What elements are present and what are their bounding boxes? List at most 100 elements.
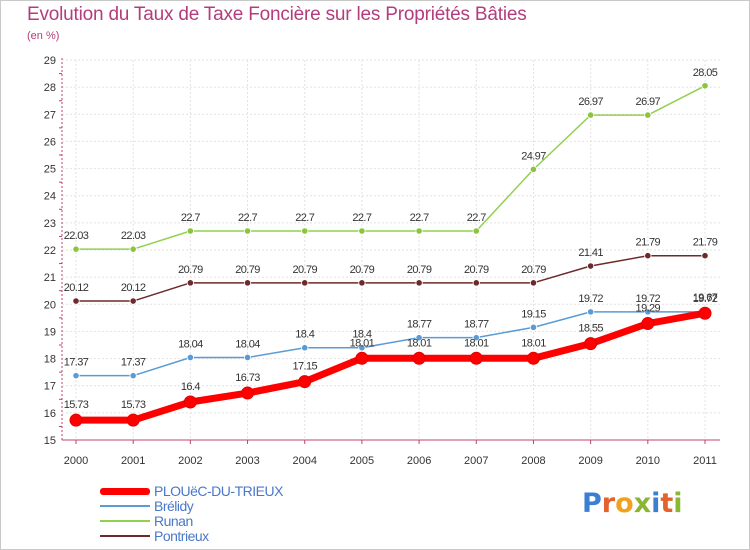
series-point-runan [644, 111, 652, 119]
data-label-pontrieux: 20.12 [64, 282, 89, 294]
data-label-brlidy: 18.77 [407, 319, 432, 331]
data-label-ploucdutrieux: 15.73 [64, 399, 89, 411]
series-line-brlidy [75, 311, 706, 377]
data-label-pontrieux: 20.79 [350, 264, 375, 276]
data-label-runan: 22.7 [467, 212, 486, 224]
series-point-brlidy [587, 308, 595, 316]
y-tick-label: 15 [44, 435, 56, 447]
series-point-ploucdutrieux [69, 413, 83, 427]
series-point-brlidy [415, 334, 423, 342]
x-tick-label: 2007 [464, 455, 488, 467]
x-tick-label: 2005 [350, 455, 374, 467]
series-point-ploucdutrieux [584, 337, 598, 351]
data-label-pontrieux: 20.79 [407, 264, 432, 276]
data-label-brlidy: 17.37 [121, 357, 146, 369]
series-point-runan [72, 245, 80, 253]
series-point-runan [129, 245, 137, 253]
data-label-pontrieux: 20.12 [121, 282, 146, 294]
series-point-ploucdutrieux [469, 351, 483, 365]
y-tick-label: 16 [44, 408, 56, 420]
data-label-runan: 22.7 [238, 212, 257, 224]
series-point-ploucdutrieux [526, 351, 540, 365]
x-tick-label: 2004 [292, 455, 316, 467]
data-label-ploucdutrieux: 17.15 [292, 361, 317, 373]
series-point-pontrieux [186, 279, 194, 287]
legend-item-plouec: PLOUëC-DU-TRIEUX [100, 483, 360, 499]
y-tick-label: 26 [44, 136, 56, 148]
legend-item-runan: Runan [100, 513, 360, 529]
series-point-runan [701, 82, 709, 90]
series-point-pontrieux [415, 279, 423, 287]
data-label-runan: 26.97 [636, 96, 661, 108]
legend-item-pontrieux: Pontrieux [100, 528, 360, 544]
y-tick-label: 21 [44, 272, 56, 284]
data-label-runan: 22.7 [352, 212, 371, 224]
data-label-runan: 22.03 [121, 230, 146, 242]
logo-letter: o [615, 488, 634, 519]
data-label-pontrieux: 21.79 [693, 237, 718, 249]
data-label-ploucdutrieux: 15.73 [121, 399, 146, 411]
data-label-pontrieux: 20.79 [235, 264, 260, 276]
data-label-ploucdutrieux: 19.67 [693, 292, 718, 304]
data-label-pontrieux: 20.79 [464, 264, 489, 276]
logo-letter: r [601, 488, 616, 519]
data-label-brlidy: 18.77 [464, 319, 489, 331]
series-point-pontrieux [529, 279, 538, 287]
data-label-pontrieux: 21.41 [578, 247, 603, 259]
x-tick-label: 2000 [64, 455, 88, 467]
x-tick-label: 2009 [578, 455, 602, 467]
y-tick-label: 18 [44, 354, 56, 366]
series-point-brlidy [529, 323, 538, 331]
x-tick-label: 2003 [235, 455, 259, 467]
y-tick-label: 20 [44, 299, 56, 311]
legend-label-brelidy: Brélidy [154, 498, 194, 514]
x-tick-label: 2011 [693, 455, 717, 467]
logo-letter: t [660, 488, 674, 519]
data-label-ploucdutrieux: 18.01 [464, 337, 489, 349]
series-point-runan [415, 227, 423, 235]
series-point-runan [472, 227, 480, 235]
series-point-ploucdutrieux [641, 317, 655, 331]
data-label-brlidy: 19.72 [693, 293, 718, 305]
series-point-pontrieux [243, 279, 252, 287]
data-label-runan: 22.03 [64, 230, 89, 242]
series-point-runan [529, 165, 538, 173]
series-point-ploucdutrieux [241, 386, 255, 400]
y-tick-label: 22 [44, 245, 56, 257]
series-point-pontrieux [301, 279, 309, 287]
series-point-brlidy [129, 372, 137, 380]
legend-label-plouec: PLOUëC-DU-TRIEUX [154, 483, 283, 499]
series-point-brlidy [472, 334, 480, 342]
x-tick-label: 2010 [636, 455, 660, 467]
series-line-ploucdutrieux [72, 309, 709, 424]
x-tick-label: 2006 [407, 455, 431, 467]
data-label-ploucdutrieux: 18.01 [521, 337, 546, 349]
series-point-brlidy [72, 372, 80, 380]
y-tick-label: 28 [44, 82, 56, 94]
y-tick-label: 29 [44, 55, 56, 67]
x-tick-label: 2008 [521, 455, 545, 467]
data-label-brlidy: 17.37 [64, 357, 89, 369]
series-point-brlidy [243, 353, 252, 362]
logo-letter: x [633, 488, 652, 519]
series-point-runan [301, 227, 309, 235]
series-point-runan [186, 227, 194, 235]
legend-swatch-plouec [100, 487, 150, 495]
series-point-pontrieux [472, 279, 480, 287]
legend-label-pontrieux: Pontrieux [154, 528, 209, 544]
legend-item-brelidy: Brélidy [100, 498, 360, 514]
series-point-pontrieux [72, 297, 80, 305]
series-point-brlidy [358, 344, 366, 352]
chart-title: Evolution du Taux de Taxe Foncière sur l… [27, 4, 527, 25]
series-point-brlidy [301, 344, 309, 352]
data-label-brlidy: 18.04 [178, 338, 203, 350]
data-label-runan: 26.97 [578, 96, 603, 108]
data-label-brlidy: 18.4 [295, 329, 314, 341]
series-point-pontrieux [644, 252, 652, 260]
data-label-runan: 24.97 [521, 150, 546, 162]
data-label-brlidy: 18.4 [352, 329, 371, 341]
legend-label-runan: Runan [154, 513, 193, 529]
data-label-brlidy: 19.72 [636, 293, 661, 305]
data-label-runan: 22.7 [410, 212, 429, 224]
